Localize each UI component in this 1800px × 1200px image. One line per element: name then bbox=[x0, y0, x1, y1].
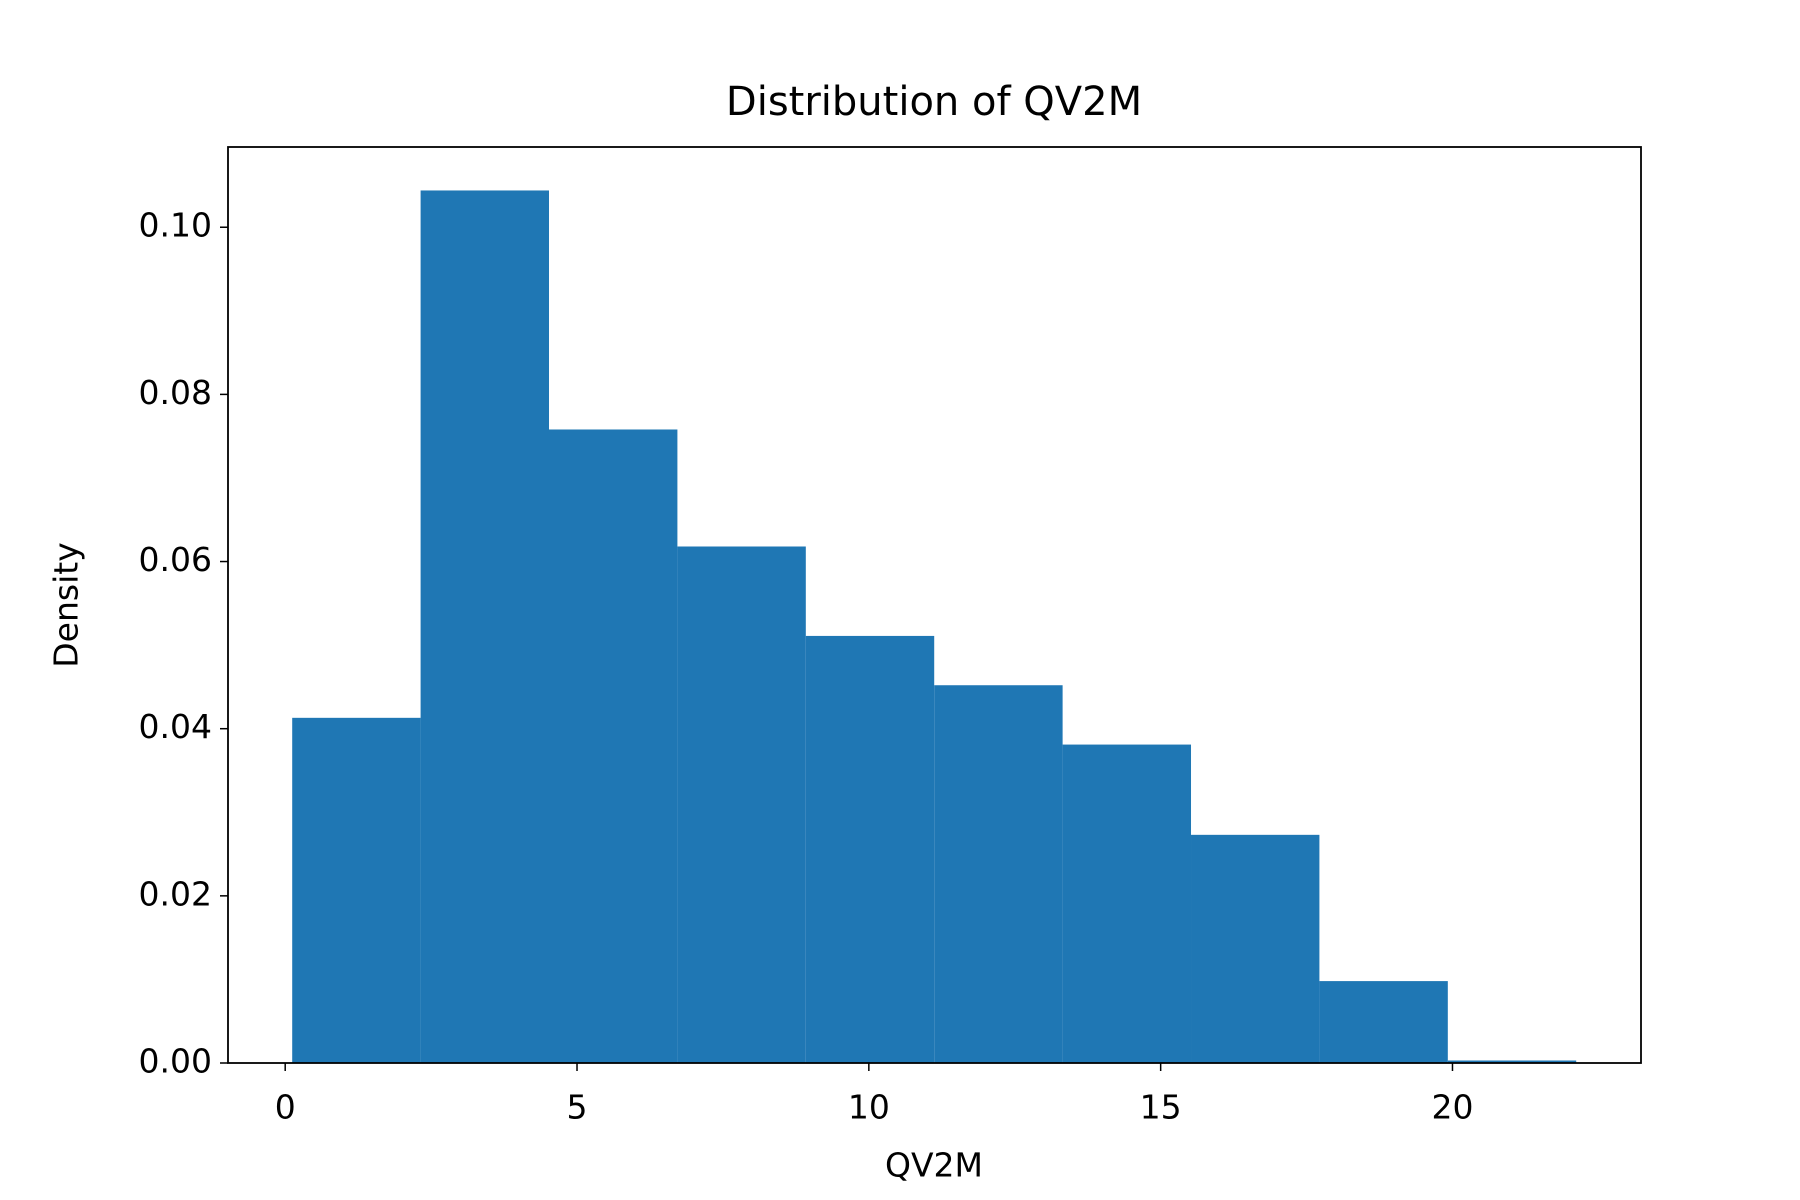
x-tick-label: 10 bbox=[848, 1088, 890, 1127]
x-axis-label: QV2M bbox=[885, 1146, 983, 1185]
bar bbox=[805, 635, 935, 1063]
y-tick-label: 0.00 bbox=[139, 1042, 212, 1081]
bar bbox=[292, 717, 421, 1063]
y-tick-label: 0.06 bbox=[139, 540, 212, 579]
y-axis-label: Density bbox=[47, 542, 86, 667]
chart-title: Distribution of QV2M bbox=[726, 79, 1142, 125]
bar bbox=[1062, 744, 1192, 1063]
bar bbox=[420, 190, 550, 1064]
bar bbox=[934, 685, 1063, 1063]
x-tick-label: 5 bbox=[567, 1088, 588, 1127]
bar bbox=[1447, 1060, 1577, 1063]
y-tick-label: 0.02 bbox=[139, 874, 212, 913]
bar bbox=[1191, 834, 1320, 1063]
y-tick-label: 0.10 bbox=[139, 206, 212, 245]
bar bbox=[1319, 981, 1448, 1063]
x-tick-label: 15 bbox=[1140, 1088, 1182, 1127]
y-tick-label: 0.04 bbox=[139, 707, 212, 746]
x-tick-label: 20 bbox=[1431, 1088, 1473, 1127]
bar bbox=[677, 546, 806, 1063]
plot-frame bbox=[227, 146, 1642, 1064]
bar bbox=[549, 429, 678, 1064]
y-tick-label: 0.08 bbox=[139, 373, 212, 412]
x-tick-label: 0 bbox=[275, 1088, 296, 1127]
